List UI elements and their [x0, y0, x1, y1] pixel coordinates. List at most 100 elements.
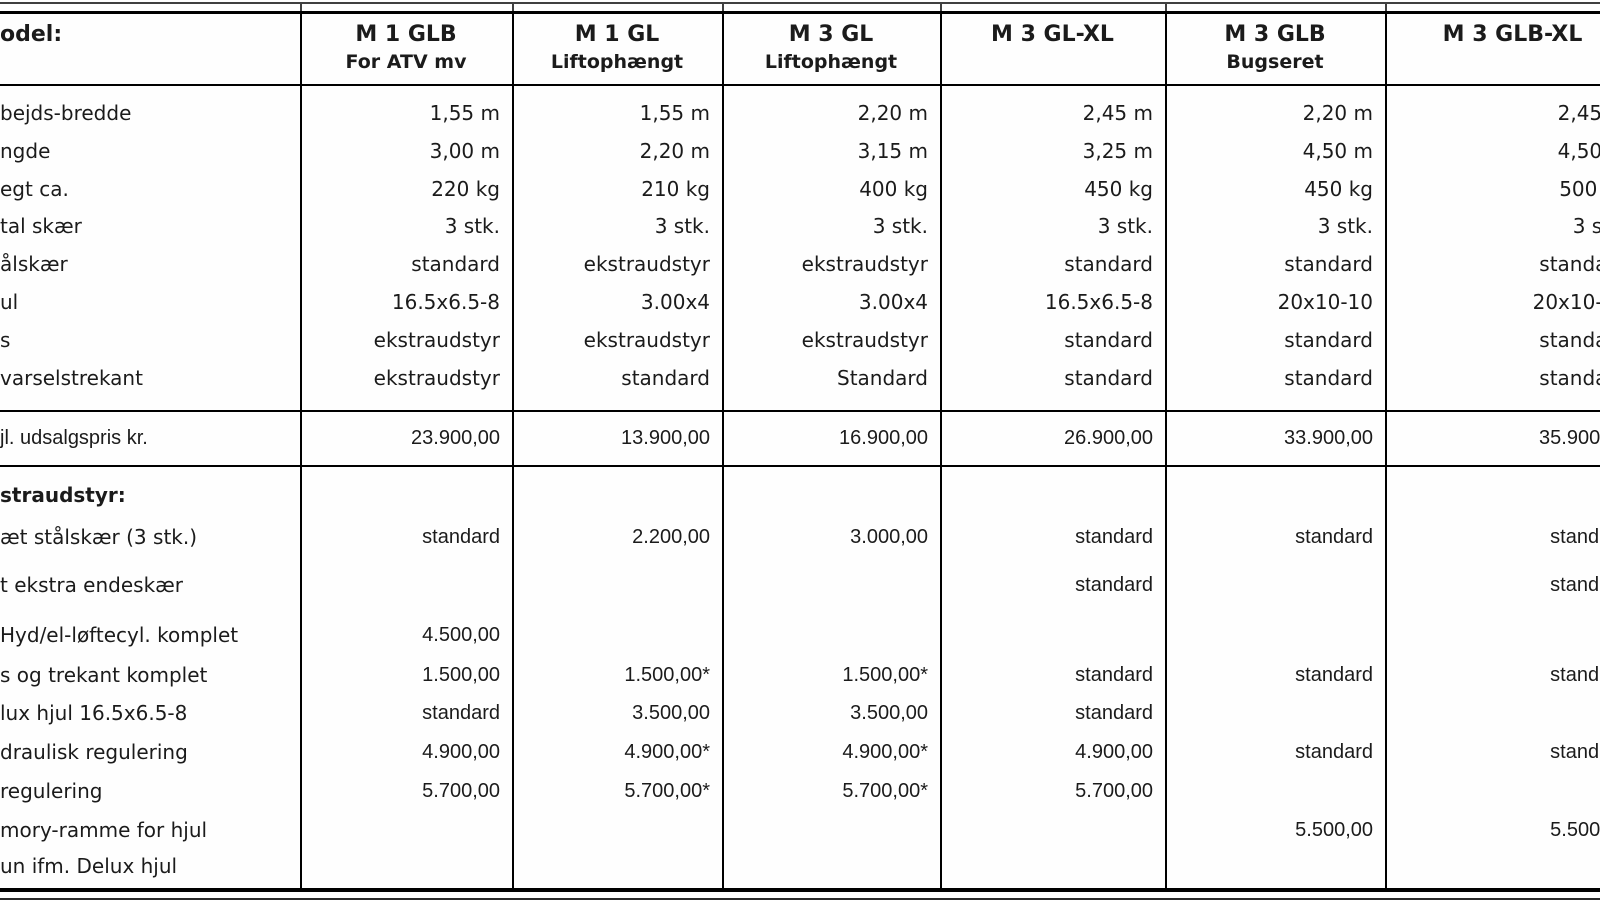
extras-row-label: un ifm. Delux hjul: [0, 854, 178, 878]
top-crop-stub: [1385, 4, 1387, 11]
spec-cell: 400 kg: [859, 177, 928, 201]
extras-cell: 1.500,00: [422, 664, 500, 686]
spec-cell: standard: [1064, 328, 1153, 352]
top-crop-stub: [1165, 4, 1167, 11]
extras-section-label: straudstyr:: [0, 483, 126, 507]
spec-row-label: bejds-bredde: [0, 101, 132, 125]
top-crop-stub: [512, 4, 514, 11]
extras-cell: standard: [1550, 664, 1600, 686]
spec-cell: 450 kg: [1304, 177, 1373, 201]
price-cell: 33.900,00: [1284, 427, 1373, 449]
spec-cell: 3 stk.: [444, 214, 500, 238]
spec-row-label: s: [0, 328, 11, 352]
extras-cell: standard: [422, 526, 500, 548]
extras-cell: 3.500,00: [632, 702, 710, 724]
column-divider: [300, 11, 302, 892]
spec-cell: standard: [1539, 252, 1600, 276]
spec-cell: ekstraudstyr: [583, 252, 710, 276]
extras-cell: standard: [1075, 526, 1153, 548]
spec-row-label: tal skær: [0, 214, 82, 238]
extras-row-label: mory-ramme for hjul: [0, 818, 208, 842]
spec-cell: standard: [1284, 252, 1373, 276]
spec-cell: 3,00 m: [429, 139, 500, 163]
spec-row-label: egt ca.: [0, 177, 69, 201]
column-subtitle: For ATV mv: [345, 51, 467, 73]
spec-cell: 450 kg: [1084, 177, 1153, 201]
spec-cell: standard: [1284, 328, 1373, 352]
spec-cell: Standard: [837, 366, 928, 390]
extras-cell: 2.200,00: [632, 526, 710, 548]
column-title: M 3 GL: [788, 22, 874, 47]
spec-cell: 16.5x6.5-8: [391, 290, 500, 314]
spec-cell: standard: [1539, 366, 1600, 390]
extras-cell: standard: [1075, 702, 1153, 724]
price-cell: 13.900,00: [621, 427, 710, 449]
spec-cell: standard: [411, 252, 500, 276]
extras-cell: standard: [1295, 741, 1373, 763]
extras-cell: 4.900,00*: [842, 741, 928, 763]
spec-cell: 3 stk.: [1097, 214, 1153, 238]
extras-row-label: æt stålskær (3 stk.): [0, 525, 198, 549]
top-crop-stub: [940, 4, 942, 11]
price-bottom-border: [0, 465, 1600, 467]
column-title: M 3 GLB: [1224, 22, 1326, 47]
spec-cell: ekstraudstyr: [583, 328, 710, 352]
extras-cell: 5.700,00*: [624, 780, 710, 802]
spec-cell: ekstraudstyr: [801, 328, 928, 352]
spec-cell: 20x10-10: [1277, 290, 1373, 314]
spec-cell: standard: [1064, 366, 1153, 390]
table-top-border: [0, 11, 1600, 14]
spec-cell: 2,20 m: [639, 139, 710, 163]
spec-cell: 220 kg: [431, 177, 500, 201]
extras-cell: standard: [1295, 664, 1373, 686]
extras-cell: standard: [422, 702, 500, 724]
spec-cell: 2,20 m: [857, 101, 928, 125]
extras-cell: standard: [1295, 526, 1373, 548]
extras-row-label: lux hjul 16.5x6.5-8: [0, 701, 188, 725]
column-title: M 3 GLB-XL: [1442, 22, 1583, 47]
spec-cell: standard: [1284, 366, 1373, 390]
spec-cell: 3 stk.: [872, 214, 928, 238]
extras-cell: 4.900,00*: [624, 741, 710, 763]
column-divider: [722, 11, 724, 892]
spec-cell: 3,15 m: [857, 139, 928, 163]
extras-cell: standard: [1550, 574, 1600, 596]
spec-cell: 4,50 m: [1302, 139, 1373, 163]
column-subtitle: Liftophængt: [764, 51, 898, 73]
column-divider: [512, 11, 514, 892]
extras-cell: standard: [1075, 574, 1153, 596]
extras-cell: 5.700,00*: [842, 780, 928, 802]
spec-cell: 1,55 m: [639, 101, 710, 125]
column-divider: [940, 11, 942, 892]
extras-row-label: s og trekant komplet: [0, 663, 208, 687]
model-header-label: odel:: [0, 22, 63, 47]
extras-cell: 5.500,00: [1295, 819, 1373, 841]
column-subtitle: Bugseret: [1226, 51, 1324, 73]
price-cell: 23.900,00: [411, 427, 500, 449]
spec-cell: 2,45 m: [1082, 101, 1153, 125]
spec-cell: 3 stk.: [1572, 214, 1600, 238]
extras-cell: 5.700,00: [1075, 780, 1153, 802]
spec-cell: 20x10-10: [1532, 290, 1600, 314]
extras-row-label: regulering: [0, 779, 103, 803]
extras-cell: 5.500,00: [1550, 819, 1600, 841]
column-divider: [1165, 11, 1167, 892]
spec-cell: ekstraudstyr: [801, 252, 928, 276]
spec-cell: 3 stk.: [1317, 214, 1373, 238]
spec-cell: 16.5x6.5-8: [1044, 290, 1153, 314]
spec-row-label: ngde: [0, 139, 51, 163]
price-cell: 16.900,00: [839, 427, 928, 449]
extras-cell: 4.500,00: [422, 624, 500, 646]
spec-cell: 3 stk.: [654, 214, 710, 238]
spec-cell: 500 kg: [1559, 177, 1600, 201]
extras-cell: 3.500,00: [850, 702, 928, 724]
spec-cell: ekstraudstyr: [373, 328, 500, 352]
spec-row-label: ålskær: [0, 252, 68, 276]
spec-cell: standard: [621, 366, 710, 390]
header-bottom-border: [0, 84, 1600, 86]
spec-cell: 3.00x4: [858, 290, 928, 314]
spec-cell: standard: [1539, 328, 1600, 352]
spec-cell: 2,20 m: [1302, 101, 1373, 125]
column-title: M 1 GLB: [355, 22, 457, 47]
